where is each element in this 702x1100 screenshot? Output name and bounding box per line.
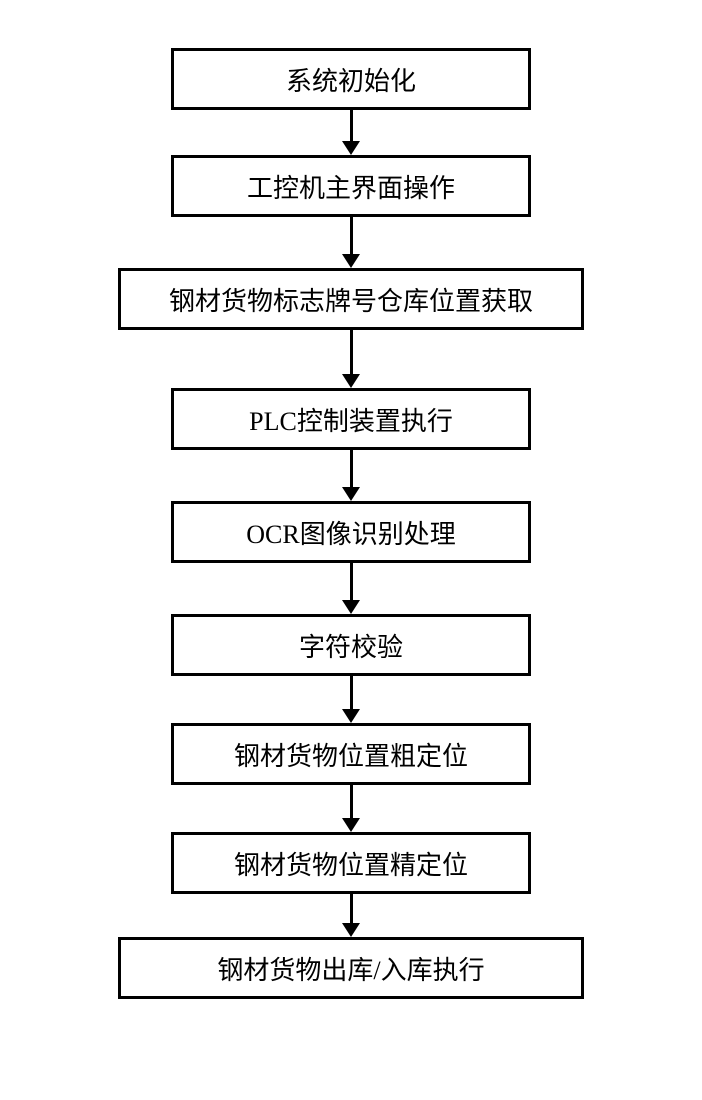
flow-node: 钢材货物位置粗定位: [171, 723, 531, 785]
flow-node-label: 字符校验: [299, 627, 403, 664]
flow-node: 钢材货物标志牌号仓库位置获取: [118, 268, 584, 330]
flow-node: 工控机主界面操作: [171, 155, 531, 217]
arrow-head-icon: [342, 600, 360, 614]
arrow-shaft: [350, 785, 353, 819]
arrow-head-icon: [342, 141, 360, 155]
arrow-shaft: [350, 330, 353, 375]
flow-arrow: [342, 785, 360, 832]
flow-node-label: 钢材货物位置精定位: [234, 845, 468, 882]
arrow-shaft: [350, 563, 353, 601]
flow-arrow: [342, 450, 360, 501]
arrow-head-icon: [342, 254, 360, 268]
flow-node: 钢材货物出库/入库执行: [118, 937, 584, 999]
flow-node-label: 钢材货物位置粗定位: [234, 736, 468, 773]
flow-node: 字符校验: [171, 614, 531, 676]
arrow-shaft: [350, 450, 353, 488]
arrow-head-icon: [342, 709, 360, 723]
arrow-shaft: [350, 110, 353, 142]
arrow-shaft: [350, 217, 353, 255]
flow-arrow: [342, 330, 360, 388]
arrow-head-icon: [342, 374, 360, 388]
flow-node: 系统初始化: [171, 48, 531, 110]
flow-node: PLC控制装置执行: [171, 388, 531, 450]
flow-arrow: [342, 894, 360, 937]
flow-arrow: [342, 110, 360, 155]
flow-node-label: OCR图像识别处理: [246, 514, 455, 551]
flow-node-label: 钢材货物标志牌号仓库位置获取: [169, 281, 533, 318]
flow-node-label: 工控机主界面操作: [247, 168, 455, 205]
flow-arrow: [342, 563, 360, 614]
arrow-shaft: [350, 894, 353, 924]
flowchart-container: 系统初始化工控机主界面操作钢材货物标志牌号仓库位置获取 PLC控制装置执行 OCR图…: [0, 0, 702, 999]
arrow-head-icon: [342, 923, 360, 937]
flow-node-label: 钢材货物出库/入库执行: [217, 950, 484, 987]
flow-arrow: [342, 217, 360, 268]
flow-node-label: 系统初始化: [286, 61, 416, 98]
arrow-shaft: [350, 676, 353, 710]
arrow-head-icon: [342, 818, 360, 832]
flow-node: OCR图像识别处理: [171, 501, 531, 563]
arrow-head-icon: [342, 487, 360, 501]
flow-arrow: [342, 676, 360, 723]
flow-node-label: PLC控制装置执行: [249, 401, 453, 438]
flow-node: 钢材货物位置精定位: [171, 832, 531, 894]
